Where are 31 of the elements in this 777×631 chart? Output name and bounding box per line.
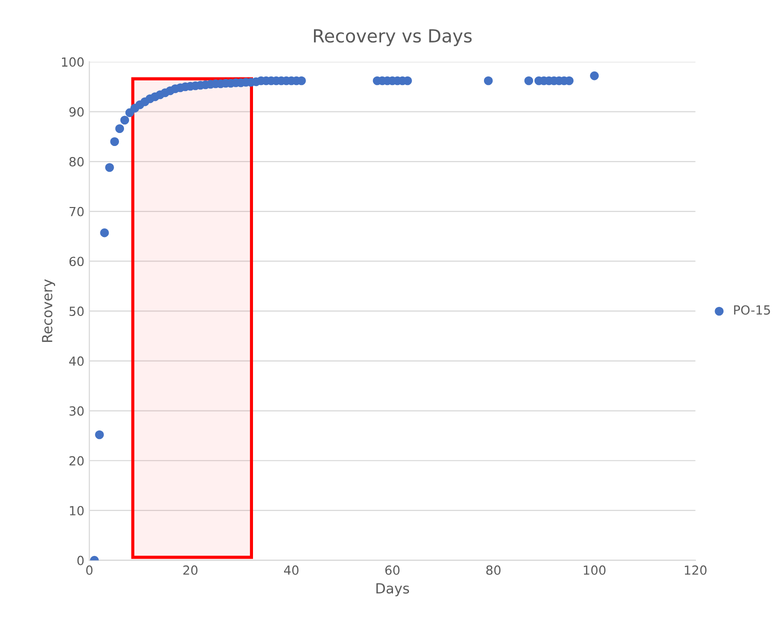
y-tick-label: 100 <box>62 57 84 67</box>
y-tick-label: 0 <box>77 556 84 566</box>
y-axis-title: Recovery <box>42 279 56 342</box>
point <box>110 137 119 146</box>
y-tick-label: 10 <box>70 506 84 516</box>
y-tick-label: 30 <box>70 406 84 416</box>
x-tick-label: 60 <box>385 565 400 575</box>
point <box>524 76 534 86</box>
legend-label: PO-15 <box>734 305 770 315</box>
point <box>484 76 493 86</box>
x-tick-label: 0 <box>86 565 92 575</box>
y-tick-label: 40 <box>69 356 84 366</box>
y-tick-label: 60 <box>69 256 84 266</box>
y-tick-label: 50 <box>70 306 84 316</box>
chart-title: Recovery vs Days <box>314 29 472 46</box>
x-tick-label: 120 <box>684 565 707 575</box>
point <box>95 430 104 440</box>
y-tick-label: 80 <box>69 157 84 166</box>
x-tick-label: 80 <box>486 565 501 575</box>
x-tick-label: 100 <box>584 565 606 575</box>
x-tick-label: 40 <box>284 565 298 575</box>
point <box>105 163 114 172</box>
x-tick-label: 20 <box>183 565 198 575</box>
y-tick-label: 70 <box>70 206 84 216</box>
point <box>100 228 109 238</box>
point <box>115 124 124 134</box>
point <box>120 116 130 125</box>
x-axis-title: Days <box>376 583 410 596</box>
y-tick-label: 20 <box>70 456 84 466</box>
point <box>590 71 599 80</box>
y-tick-label: 90 <box>69 107 84 117</box>
